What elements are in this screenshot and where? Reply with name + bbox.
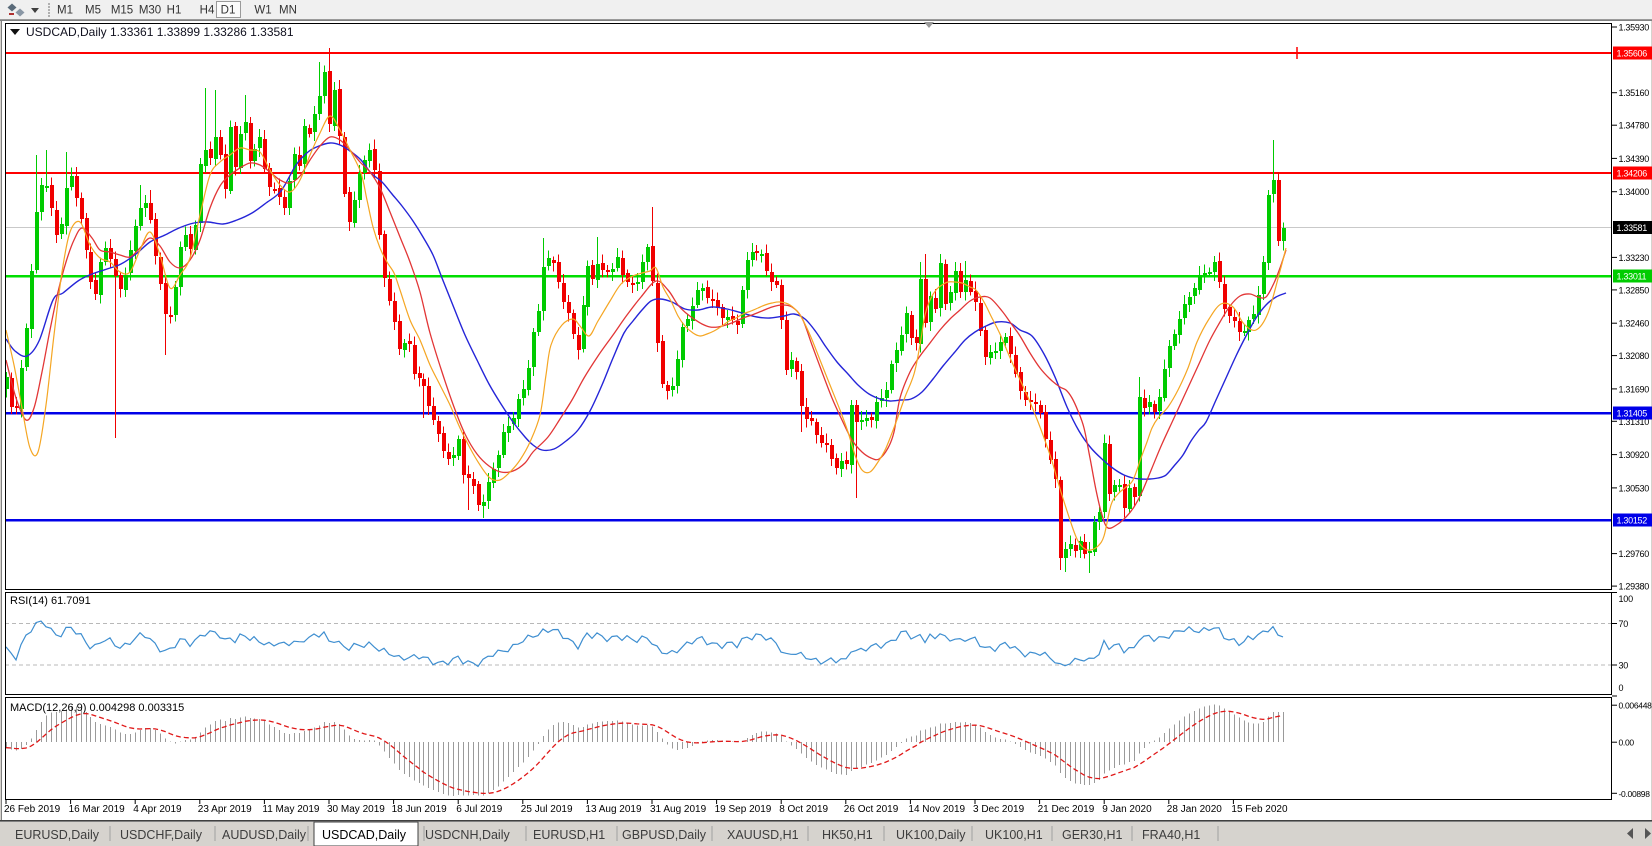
svg-text:GER30,H1: GER30,H1: [1062, 828, 1122, 842]
svg-text:EURUSD,Daily: EURUSD,Daily: [15, 828, 100, 842]
svg-text:3 Dec 2019: 3 Dec 2019: [973, 804, 1025, 815]
svg-text:31 Aug 2019: 31 Aug 2019: [650, 804, 707, 815]
svg-text:0.00: 0.00: [1619, 738, 1635, 748]
svg-text:28 Jan 2020: 28 Jan 2020: [1167, 804, 1222, 815]
svg-text:USDCAD,Daily 1.33361 1.33899: USDCAD,Daily 1.33361 1.33899 1.33286 1.3…: [26, 25, 294, 39]
svg-text:1.34780: 1.34780: [1619, 121, 1650, 131]
svg-text:4 Apr 2019: 4 Apr 2019: [133, 804, 182, 815]
svg-text:1.31310: 1.31310: [1619, 417, 1650, 427]
svg-text:13 Aug 2019: 13 Aug 2019: [585, 804, 642, 815]
svg-text:1.33581: 1.33581: [1617, 223, 1648, 233]
svg-text:1.31690: 1.31690: [1619, 384, 1650, 394]
svg-text:26 Feb 2019: 26 Feb 2019: [4, 804, 61, 815]
svg-text:14 Nov 2019: 14 Nov 2019: [908, 804, 965, 815]
svg-text:19 Sep 2019: 19 Sep 2019: [715, 804, 772, 815]
svg-text:RSI(14) 61.7091: RSI(14) 61.7091: [10, 595, 91, 607]
svg-text:25 Jul 2019: 25 Jul 2019: [521, 804, 573, 815]
svg-text:EURUSD,H1: EURUSD,H1: [533, 828, 605, 842]
svg-text:UK100,H1: UK100,H1: [985, 828, 1043, 842]
svg-text:1.31405: 1.31405: [1617, 409, 1648, 419]
svg-text:HK50,H1: HK50,H1: [822, 828, 873, 842]
svg-text:23 Apr 2019: 23 Apr 2019: [198, 804, 252, 815]
svg-text:MACD(12,26,9) 0.004298 0.00331: MACD(12,26,9) 0.004298 0.003315: [10, 702, 184, 714]
svg-text:-0.00898: -0.00898: [1619, 789, 1651, 799]
svg-text:1.34000: 1.34000: [1619, 187, 1650, 197]
svg-text:1.32080: 1.32080: [1619, 351, 1650, 361]
svg-text:USDCNH,Daily: USDCNH,Daily: [425, 828, 510, 842]
svg-text:UK100,Daily: UK100,Daily: [896, 828, 966, 842]
svg-text:1.35160: 1.35160: [1619, 88, 1650, 98]
svg-text:USDCHF,Daily: USDCHF,Daily: [120, 828, 203, 842]
svg-text:1.32850: 1.32850: [1619, 285, 1650, 295]
svg-text:XAUUSD,H1: XAUUSD,H1: [727, 828, 799, 842]
svg-text:9 Jan 2020: 9 Jan 2020: [1102, 804, 1152, 815]
svg-text:AUDUSD,Daily: AUDUSD,Daily: [222, 828, 307, 842]
svg-text:W1: W1: [254, 5, 271, 17]
svg-text:GBPUSD,Daily: GBPUSD,Daily: [622, 828, 707, 842]
svg-text:26 Oct 2019: 26 Oct 2019: [844, 804, 899, 815]
svg-text:M30: M30: [139, 5, 161, 17]
svg-text:0.006448: 0.006448: [1619, 701, 1652, 711]
svg-text:1.34206: 1.34206: [1617, 169, 1648, 179]
svg-text:100: 100: [1619, 594, 1634, 604]
svg-text:M5: M5: [85, 5, 101, 17]
svg-text:MN: MN: [279, 5, 297, 17]
svg-text:1.35930: 1.35930: [1619, 23, 1650, 33]
svg-text:15 Feb 2020: 15 Feb 2020: [1231, 804, 1288, 815]
svg-text:21 Dec 2019: 21 Dec 2019: [1038, 804, 1095, 815]
svg-text:16 Mar 2019: 16 Mar 2019: [69, 804, 126, 815]
svg-text:1.33230: 1.33230: [1619, 253, 1650, 263]
svg-text:8 Oct 2019: 8 Oct 2019: [779, 804, 828, 815]
svg-text:1.30152: 1.30152: [1617, 516, 1648, 526]
svg-text:70: 70: [1619, 619, 1629, 629]
svg-text:18 Jun 2019: 18 Jun 2019: [392, 804, 447, 815]
svg-text:1.32460: 1.32460: [1619, 319, 1650, 329]
svg-text:H1: H1: [167, 5, 182, 17]
svg-text:1.30530: 1.30530: [1619, 483, 1650, 493]
svg-text:11 May 2019: 11 May 2019: [262, 804, 320, 815]
svg-text:0: 0: [1619, 683, 1624, 693]
svg-text:1.35606: 1.35606: [1617, 49, 1648, 59]
svg-text:USDCAD,Daily: USDCAD,Daily: [322, 828, 407, 842]
svg-text:1.33011: 1.33011: [1617, 272, 1647, 282]
svg-text:H4: H4: [200, 5, 215, 17]
svg-text:1.29760: 1.29760: [1619, 549, 1650, 559]
svg-text:1.34390: 1.34390: [1619, 154, 1650, 164]
svg-text:FRA40,H1: FRA40,H1: [1142, 828, 1200, 842]
svg-text:1.30920: 1.30920: [1619, 450, 1650, 460]
svg-text:1.29380: 1.29380: [1619, 582, 1650, 592]
svg-text:D1: D1: [221, 5, 236, 17]
svg-text:M1: M1: [57, 5, 73, 17]
svg-text:M15: M15: [111, 5, 133, 17]
svg-text:30: 30: [1619, 661, 1629, 671]
svg-text:6 Jul 2019: 6 Jul 2019: [456, 804, 503, 815]
svg-text:30 May 2019: 30 May 2019: [327, 804, 385, 815]
